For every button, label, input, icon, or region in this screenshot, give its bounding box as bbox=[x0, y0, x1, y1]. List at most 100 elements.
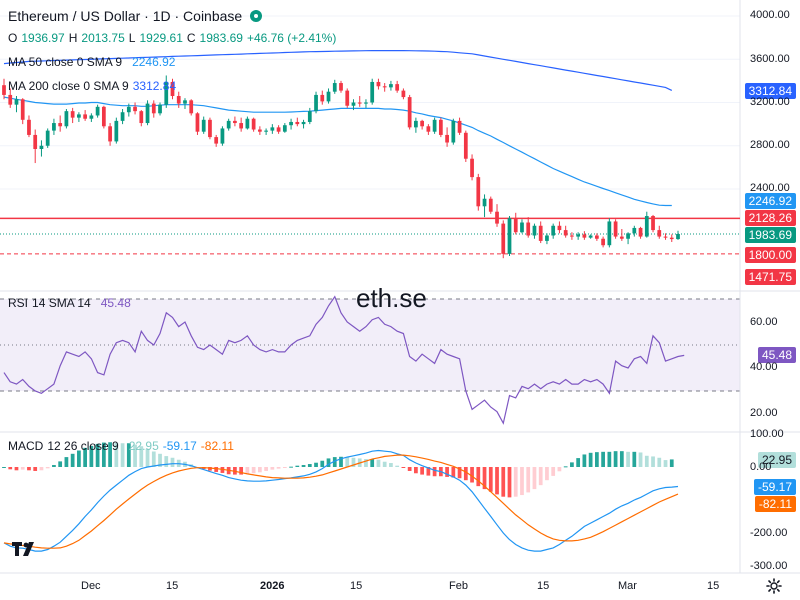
candle-body bbox=[245, 118, 250, 129]
candle-body bbox=[545, 235, 549, 241]
watermark: eth.se bbox=[356, 283, 427, 313]
macd-histogram-bar bbox=[139, 446, 144, 467]
candle-body bbox=[501, 223, 506, 254]
candle-body bbox=[58, 123, 63, 127]
candle-body bbox=[151, 103, 156, 114]
symbol-header[interactable]: Ethereum / US Dollar · 1D · Coinbase bbox=[8, 8, 263, 24]
time-tick: Feb bbox=[449, 580, 468, 592]
candle-body bbox=[451, 120, 456, 143]
open-value: 1936.97 bbox=[21, 31, 65, 45]
macd-histogram-bar bbox=[133, 444, 137, 467]
candle-body bbox=[663, 236, 668, 238]
time-tick: Dec bbox=[81, 580, 101, 592]
rsi-series-line bbox=[3, 295, 685, 425]
macd-histogram-bar bbox=[364, 459, 368, 467]
candle-body bbox=[551, 225, 556, 236]
low-price-tag: 1471.75 bbox=[744, 269, 796, 285]
ma200-legend[interactable]: MA 200 close 0 SMA 9 3312.84 bbox=[8, 79, 176, 93]
candle-body bbox=[513, 218, 518, 233]
tradingview-logo-icon[interactable] bbox=[12, 540, 38, 558]
candle-body bbox=[45, 130, 50, 146]
candle-body bbox=[626, 233, 630, 239]
candle-body bbox=[488, 198, 493, 212]
macd-histogram-bar bbox=[89, 445, 94, 467]
macd-histogram-bar bbox=[239, 467, 244, 475]
macd-histogram-bar bbox=[376, 459, 381, 467]
candle-body bbox=[370, 81, 375, 103]
macd-legend[interactable]: MACD 12 26 close 9 22.95 -59.17 -82.11 bbox=[8, 439, 234, 453]
price-tick: 4000.00 bbox=[750, 9, 790, 21]
candle-body bbox=[295, 121, 300, 125]
macd-histogram-bar bbox=[382, 461, 387, 467]
candle-body bbox=[644, 216, 649, 237]
candle-body bbox=[520, 222, 524, 233]
symbol-title[interactable]: Ethereum / US Dollar · 1D · Coinbase bbox=[8, 8, 243, 24]
macd-histogram-bar bbox=[407, 467, 412, 471]
macd-line-tag: -59.17 bbox=[753, 479, 796, 495]
macd-hist-value: 22.95 bbox=[128, 439, 159, 453]
candle-body bbox=[470, 158, 474, 178]
macd-histogram-bar bbox=[39, 467, 44, 471]
macd-plot bbox=[2, 442, 679, 552]
candle-body bbox=[482, 198, 487, 207]
macd-histogram-bar bbox=[114, 442, 119, 467]
ma200-price-tag: 3312.84 bbox=[744, 83, 796, 99]
candle-body bbox=[52, 123, 56, 131]
macd-histogram-bar bbox=[120, 443, 125, 467]
macd-histogram-bar bbox=[45, 467, 50, 469]
macd-histogram-bar bbox=[657, 457, 662, 467]
macd-histogram-bar bbox=[245, 467, 250, 474]
time-tick: 15 bbox=[166, 580, 179, 592]
ma50-value: 2246.92 bbox=[132, 55, 176, 69]
macd-histogram-bar bbox=[170, 457, 175, 467]
candle-body bbox=[445, 134, 449, 143]
candle-body bbox=[307, 111, 312, 122]
macd-histogram-bar bbox=[70, 453, 75, 467]
macd-histogram-bar bbox=[95, 443, 100, 467]
rsi-legend[interactable]: RSI 14 SMA 14 45.48 bbox=[8, 296, 131, 310]
macd-histogram-bar bbox=[594, 452, 599, 467]
macd-histogram-bar bbox=[307, 464, 312, 467]
macd-histogram-bar bbox=[414, 467, 418, 474]
macd-histogram-bar bbox=[576, 458, 581, 467]
horizontal-levels[interactable] bbox=[0, 217, 740, 255]
macd-histogram-bar bbox=[208, 467, 212, 471]
rsi-value: 45.48 bbox=[100, 296, 131, 310]
macd-histogram-bar bbox=[482, 467, 487, 490]
macd-histogram-bar bbox=[563, 466, 568, 468]
candle-body bbox=[126, 106, 131, 113]
signal-series-line bbox=[3, 454, 679, 549]
candle-body bbox=[77, 114, 81, 118]
candle-body bbox=[164, 81, 169, 105]
macd-histogram-bar bbox=[601, 451, 605, 467]
candle-body bbox=[570, 235, 574, 237]
macd-histogram-bar bbox=[58, 461, 63, 467]
macd-histogram-bar bbox=[52, 465, 56, 467]
candle-body bbox=[64, 111, 69, 127]
candle-body bbox=[526, 222, 531, 236]
candle-body bbox=[357, 102, 362, 104]
macd-histogram-bar bbox=[644, 455, 649, 467]
candle-body bbox=[108, 126, 112, 142]
macd-histogram-bar bbox=[257, 467, 262, 473]
settings-gear-icon[interactable] bbox=[766, 578, 782, 594]
candle-body bbox=[95, 106, 100, 116]
ma50-legend[interactable]: MA 50 close 0 SMA 9 2246.92 bbox=[8, 55, 175, 69]
ma200-value: 3312.84 bbox=[132, 79, 177, 93]
macd-histogram-bar bbox=[457, 467, 462, 479]
macd-histogram-bar bbox=[20, 467, 25, 470]
macd-histogram-bar bbox=[8, 467, 13, 470]
time-tick: 15 bbox=[537, 580, 550, 592]
candle-body bbox=[214, 137, 219, 144]
candle-body bbox=[158, 104, 162, 114]
macd-hist-tag: 22.95 bbox=[757, 452, 796, 468]
ohlc-legend: O 1936.97 H 2013.75 L 1929.61 C 1983.69 +46.… bbox=[8, 31, 336, 45]
candle-body bbox=[339, 83, 343, 91]
macd-histogram-bar bbox=[145, 448, 150, 467]
candle-body bbox=[89, 115, 94, 119]
macd-tick: -300.00 bbox=[750, 560, 788, 572]
candle-body bbox=[251, 118, 256, 130]
macd-histogram-bar bbox=[526, 467, 531, 493]
macd-histogram-bar bbox=[64, 457, 69, 467]
